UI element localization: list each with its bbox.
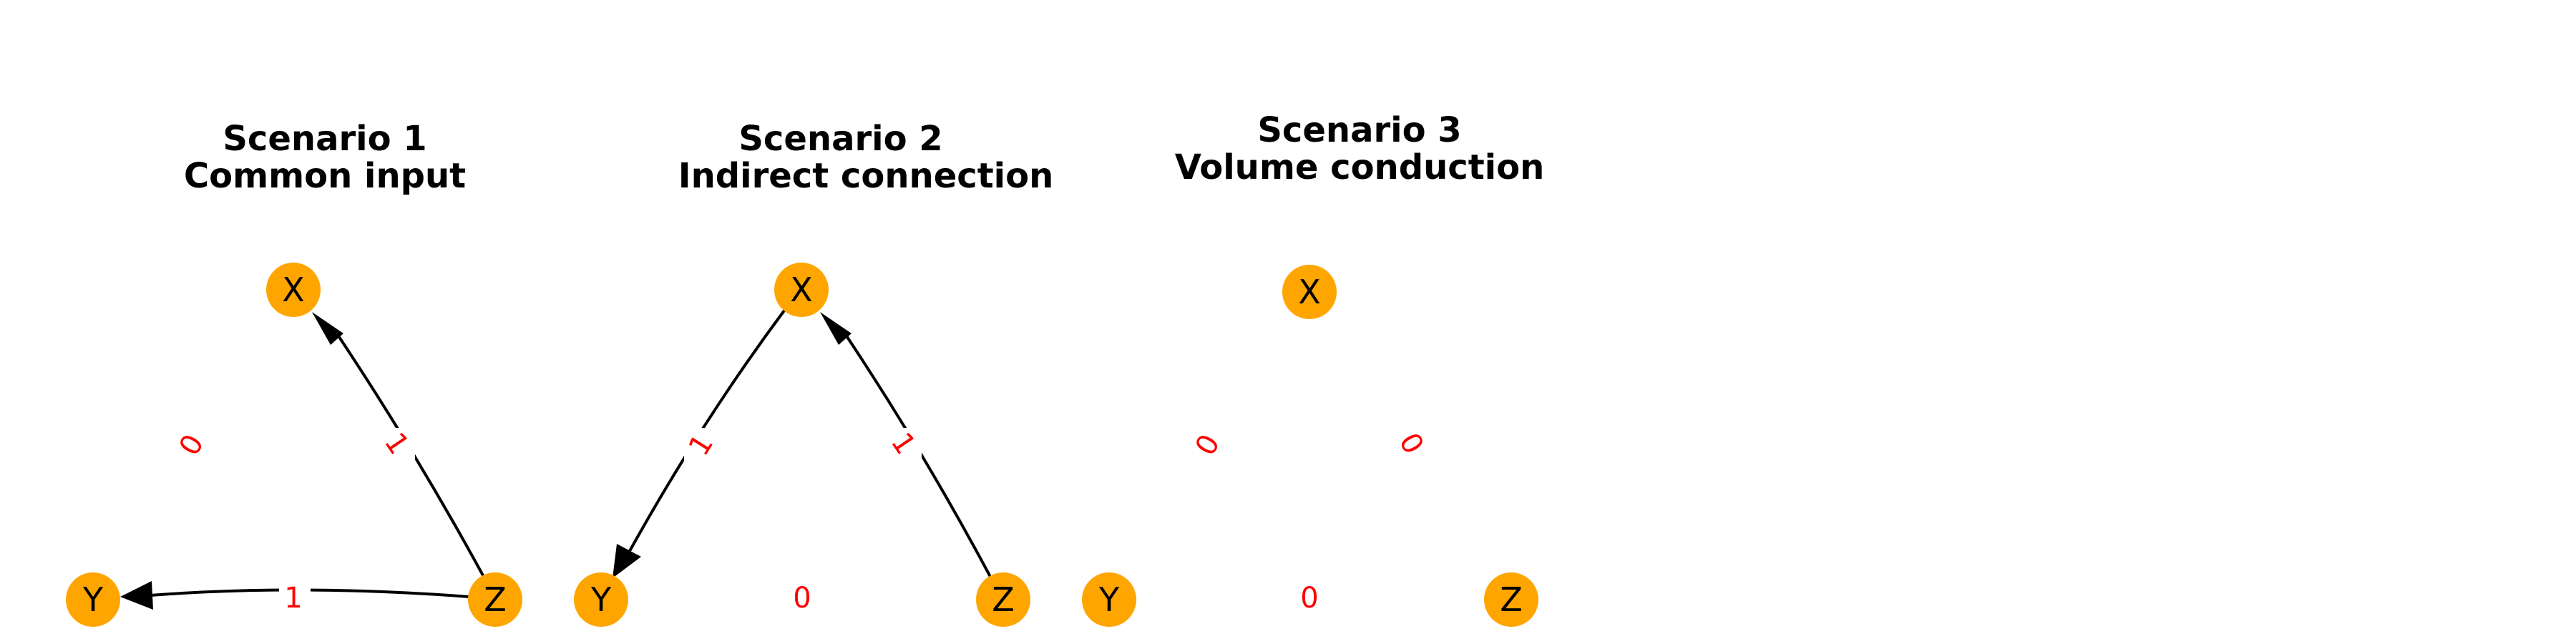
scenario-1-edge-z-y: 1 xyxy=(120,580,470,617)
scenario-1-node-z: Z xyxy=(468,572,522,627)
scenario-1-title: Scenario 1 xyxy=(223,119,426,159)
svg-text:Z: Z xyxy=(992,580,1015,619)
svg-text:Y: Y xyxy=(82,580,104,619)
svg-text:X: X xyxy=(790,270,813,309)
scenario-3-panel: Scenario 3 Volume conduction 0 0 0 X Y Z xyxy=(1082,110,1544,627)
scenario-2-edge-x-y: 1 xyxy=(613,309,786,578)
scenario-2-subtitle: Indirect connection xyxy=(678,156,1054,196)
scenario-1-edge-z-x: 1 xyxy=(312,312,485,577)
scenario-1-weight-x-y: 0 xyxy=(173,429,211,461)
svg-text:Z: Z xyxy=(1500,580,1523,619)
scenario-3-weight-z-y: 0 xyxy=(1300,582,1318,615)
scenario-3-weight-z-x: 0 xyxy=(1392,427,1430,459)
scenario-3-title: Scenario 3 xyxy=(1257,110,1461,150)
scenario-2-panel: Scenario 2 Indirect connection 1 1 0 X Y xyxy=(574,119,1053,627)
scenario-2-edge-z-x: 1 xyxy=(820,312,992,577)
scenario-2-node-y: Y xyxy=(574,572,628,627)
scenario-1-node-y: Y xyxy=(66,572,120,627)
scenario-3-subtitle: Volume conduction xyxy=(1175,147,1545,187)
scenario-3-node-y: Y xyxy=(1082,572,1136,627)
scenario-3-weight-x-y: 0 xyxy=(1189,429,1227,461)
scenario-2-node-z: Z xyxy=(976,572,1030,627)
scenario-2-node-x: X xyxy=(774,263,829,317)
svg-text:X: X xyxy=(1298,273,1321,311)
svg-text:X: X xyxy=(282,270,305,309)
scenario-3-node-z: Z xyxy=(1484,572,1538,627)
svg-text:Y: Y xyxy=(590,580,612,619)
scenario-1-subtitle: Common input xyxy=(184,156,466,196)
svg-text:Z: Z xyxy=(484,580,507,619)
scenario-2-title: Scenario 2 xyxy=(738,119,942,159)
scenario-1-node-x: X xyxy=(266,263,321,317)
scenario-1-panel: Scenario 1 Common input 1 1 0 X Y xyxy=(66,119,522,627)
svg-text:Y: Y xyxy=(1098,580,1120,619)
scenario-2-weight-z-y: 0 xyxy=(793,582,811,615)
scenario-1-weight-z-y: 1 xyxy=(284,582,302,615)
scenario-3-node-x: X xyxy=(1282,265,1337,319)
